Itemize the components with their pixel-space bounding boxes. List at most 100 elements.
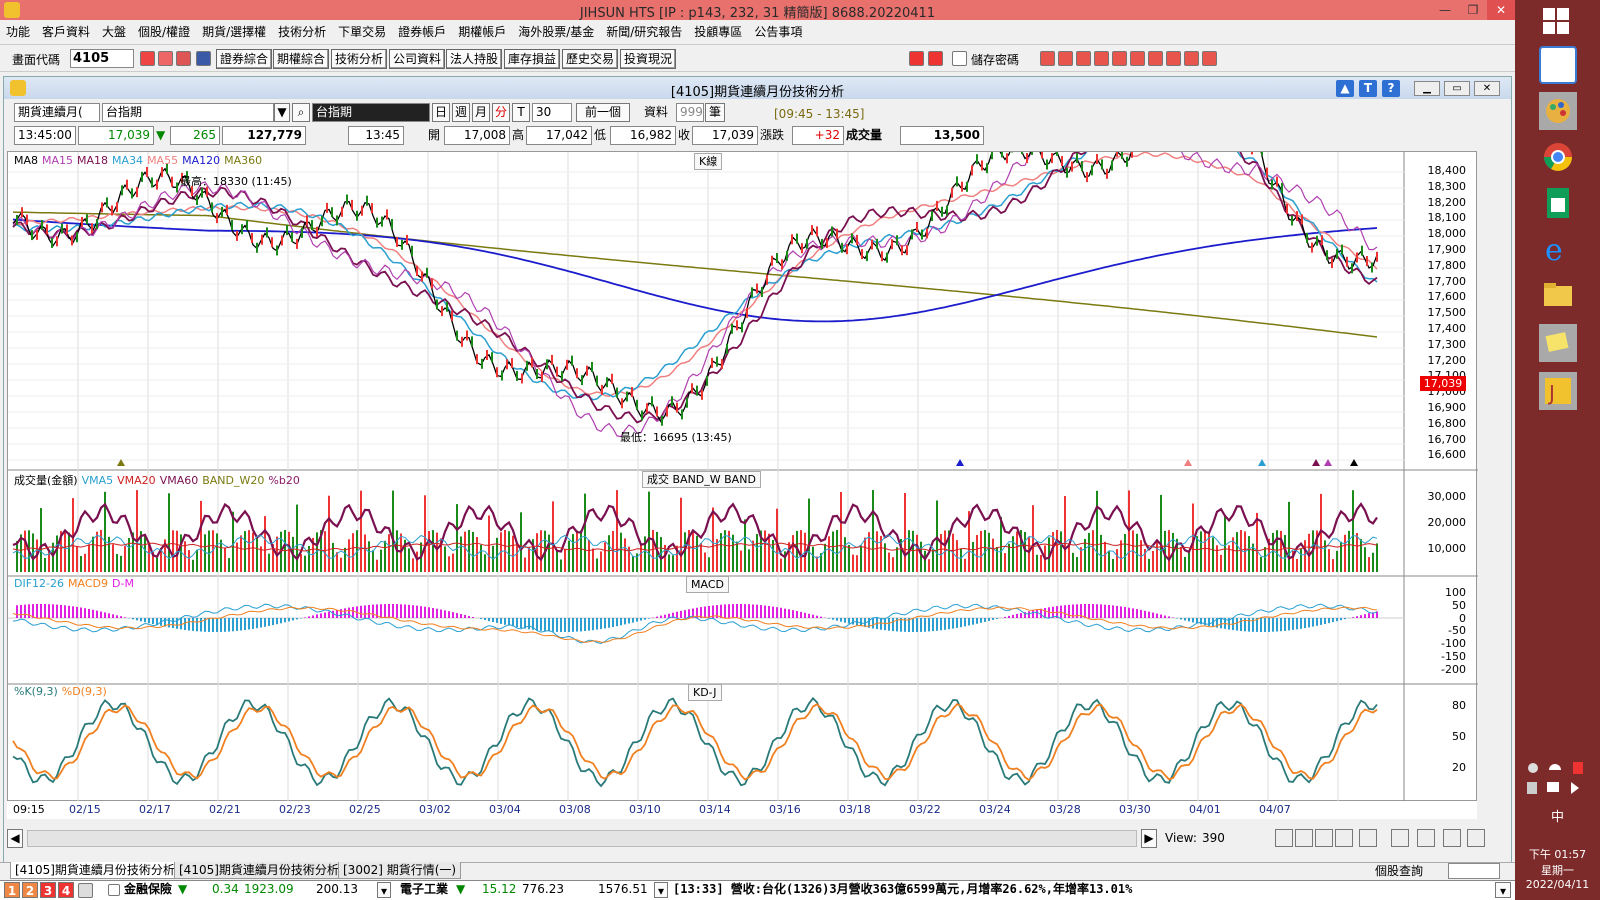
red-tool-icon[interactable] (140, 51, 155, 66)
drawing-tool-icon[interactable] (1184, 51, 1199, 66)
sector2-dropdown[interactable]: ▾ (654, 882, 668, 898)
drawing-tool-icon[interactable] (1166, 51, 1181, 66)
drawing-tool-icon[interactable] (1148, 51, 1163, 66)
app-window-icon[interactable] (1539, 46, 1577, 84)
menu-item-7[interactable]: 證券帳戶 (398, 25, 447, 39)
chart-tool-icon-5[interactable] (1391, 829, 1409, 847)
lock-icon[interactable] (78, 883, 93, 898)
sector1-dropdown[interactable]: ▾ (377, 882, 391, 898)
menu-item-11[interactable]: 投顧專區 (694, 25, 743, 39)
clock-weekday[interactable]: 星期一 (1541, 864, 1574, 877)
period-month[interactable]: 月 (472, 103, 490, 122)
print-icon[interactable] (158, 51, 173, 66)
menu-item-3[interactable]: 個股/權證 (138, 25, 191, 39)
drawing-tool-icon[interactable] (1094, 51, 1109, 66)
toolbar-button-0[interactable]: 證券綜合 (216, 49, 273, 69)
menu-item-4[interactable]: 期貨/選擇權 (202, 25, 267, 39)
bottom-tab-1[interactable]: [4105]期貨連續月份技術分析 (174, 862, 344, 879)
menu-item-8[interactable]: 期權帳戶 (458, 25, 507, 39)
jihsun-taskbar-icon[interactable]: J (1539, 372, 1577, 410)
period-minute[interactable]: 分 (492, 103, 510, 122)
product-dropdown-icon[interactable]: ▼ (274, 103, 290, 122)
drawing-tool-icon[interactable] (1040, 51, 1055, 66)
chart-tool-icon-1[interactable] (1295, 829, 1313, 847)
paint-icon[interactable] (1539, 92, 1577, 130)
drawing-tool-icon[interactable] (1130, 51, 1145, 66)
window-restore-button[interactable]: ▭ (1444, 81, 1470, 96)
flag-icon-2[interactable] (928, 51, 943, 66)
bottom-tab-0[interactable]: [4105]期貨連續月份技術分析 (10, 862, 180, 879)
menu-item-12[interactable]: 公告事項 (754, 25, 803, 39)
ticker-page-3[interactable]: 3 (40, 882, 56, 898)
period-week[interactable]: 週 (452, 103, 470, 122)
chart-scrollbar[interactable] (27, 830, 1137, 847)
drawing-tool-icon[interactable] (1076, 51, 1091, 66)
search-icon[interactable]: ⌕ (292, 103, 310, 122)
menu-item-9[interactable]: 海外股票/基金 (518, 25, 595, 39)
drawing-tool-icon[interactable] (1202, 51, 1217, 66)
unit-button[interactable]: 筆 (705, 103, 725, 122)
ime-indicator[interactable]: 中 (1550, 810, 1564, 825)
chart-tool-icon-2[interactable] (1315, 829, 1333, 847)
restore-button[interactable]: ❐ (1467, 3, 1479, 17)
scroll-left-button[interactable]: ◀ (7, 829, 23, 848)
sticky-note-icon[interactable] (1539, 324, 1577, 362)
toolbar-button-4[interactable]: 法人持股 (446, 49, 503, 69)
chart-tool-icon-4[interactable] (1359, 829, 1377, 847)
index-box[interactable]: 台指期 (312, 103, 430, 122)
windows-start-icon[interactable] (1543, 8, 1571, 36)
save-password-checkbox[interactable] (952, 51, 967, 66)
chart-tool-icon-0[interactable] (1275, 829, 1293, 847)
window-minimize-button[interactable]: ▁ (1414, 81, 1440, 96)
menu-item-10[interactable]: 新聞/研究報告 (606, 25, 683, 39)
clock-time[interactable]: 下午 01:57 (1528, 848, 1587, 861)
up-arrow-button[interactable]: ▲ (1336, 80, 1354, 97)
t-button[interactable]: T (1359, 80, 1377, 97)
stock-query-input[interactable] (1448, 863, 1500, 879)
chrome-icon[interactable] (1539, 138, 1577, 176)
ticker-dropdown[interactable]: ▾ (1495, 882, 1511, 898)
chart-tool-icon-8[interactable] (1467, 829, 1485, 847)
ticker-page-1[interactable]: 1 (4, 882, 20, 898)
drawing-tool-icon[interactable] (1112, 51, 1127, 66)
menu-item-5[interactable]: 技術分析 (278, 25, 327, 39)
close-button[interactable]: ✕ (1487, 0, 1515, 20)
toolbar-button-2[interactable]: 技術分析 (331, 49, 388, 69)
data-count-input[interactable]: 999 (676, 103, 704, 122)
save-icon[interactable] (176, 51, 191, 66)
chart-tool-icon-6[interactable] (1417, 829, 1435, 847)
window-close-button[interactable]: ✕ (1474, 81, 1500, 96)
toolbar-button-5[interactable]: 庫存損益 (504, 49, 561, 69)
clock-date[interactable]: 2022/04/11 (1525, 878, 1590, 891)
ticker-page-4[interactable]: 4 (58, 882, 74, 898)
help-button[interactable]: ? (1382, 80, 1400, 97)
system-tray[interactable] (1525, 760, 1595, 800)
ie-icon[interactable]: e (1539, 230, 1577, 268)
flag-icon-1[interactable] (909, 51, 924, 66)
ticker-page-2[interactable]: 2 (22, 882, 38, 898)
drawing-tool-icon[interactable] (1058, 51, 1073, 66)
scroll-right-button[interactable]: ▶ (1141, 829, 1157, 848)
prev-button[interactable]: 前一個 (576, 103, 630, 122)
period-tick[interactable]: T (512, 103, 530, 122)
menu-item-0[interactable]: 功能 (6, 25, 31, 39)
menu-item-6[interactable]: 下單交易 (338, 25, 387, 39)
toolbar-button-6[interactable]: 歷史交易 (562, 49, 619, 69)
bottom-tab-2[interactable]: [3002] 期貨行情(一) (338, 862, 462, 879)
period-day[interactable]: 日 (432, 103, 450, 122)
minutes-select[interactable]: 30 (532, 103, 572, 122)
product-type-select[interactable]: 期貨連續月( (14, 103, 100, 122)
file-explorer-icon[interactable] (1539, 276, 1577, 314)
product-select[interactable]: 台指期 (102, 103, 274, 122)
toolbar-button-1[interactable]: 期權綜合 (273, 49, 330, 69)
toolbar-button-7[interactable]: 投資現況 (620, 49, 677, 69)
chart-tool-icon-3[interactable] (1335, 829, 1353, 847)
sheets-icon[interactable] (1539, 184, 1577, 222)
toolbar-button-3[interactable]: 公司資料 (389, 49, 446, 69)
chart-tool-icon-7[interactable] (1443, 829, 1461, 847)
dropdown-icon[interactable] (196, 51, 211, 66)
minimize-button[interactable]: — (1439, 3, 1451, 17)
screen-code-input[interactable]: 4105 (70, 49, 134, 68)
menu-item-2[interactable]: 大盤 (102, 25, 127, 39)
ticker-checkbox[interactable] (108, 884, 120, 896)
